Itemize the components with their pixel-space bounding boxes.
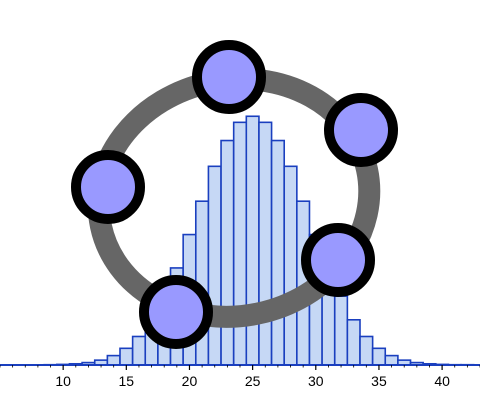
x-axis-tick-label: 15	[119, 373, 135, 389]
logo-point	[76, 155, 140, 219]
x-axis-tick-label: 35	[371, 373, 387, 389]
histogram-bar	[272, 141, 285, 365]
histogram-bar	[221, 141, 234, 365]
x-axis-tick-label: 20	[182, 373, 198, 389]
histogram-bar	[335, 296, 348, 365]
logo-point	[144, 280, 208, 344]
histogram-bar	[284, 166, 297, 365]
histogram-bar	[133, 336, 146, 365]
logo-point	[197, 45, 261, 109]
histogram-bar	[360, 336, 373, 365]
logo-point	[306, 228, 370, 292]
histogram-bar	[107, 356, 120, 365]
histogram-bar	[373, 348, 386, 365]
x-axis-tick-label: 10	[55, 373, 71, 389]
x-axis-tick-label: 25	[245, 373, 261, 389]
histogram-bar	[385, 356, 398, 365]
x-axis-tick-label: 30	[308, 373, 324, 389]
histogram-bar	[246, 116, 259, 365]
histogram-bar	[208, 166, 221, 365]
x-axis-tick-label: 40	[434, 373, 450, 389]
histogram-bar	[347, 320, 360, 365]
histogram-bar	[259, 122, 272, 365]
logo-point	[329, 98, 393, 162]
histogram-bar	[120, 348, 133, 365]
x-axis-tick-labels: 10 15 20 25 30 35 40	[55, 373, 450, 389]
histogram-bar	[234, 122, 247, 365]
